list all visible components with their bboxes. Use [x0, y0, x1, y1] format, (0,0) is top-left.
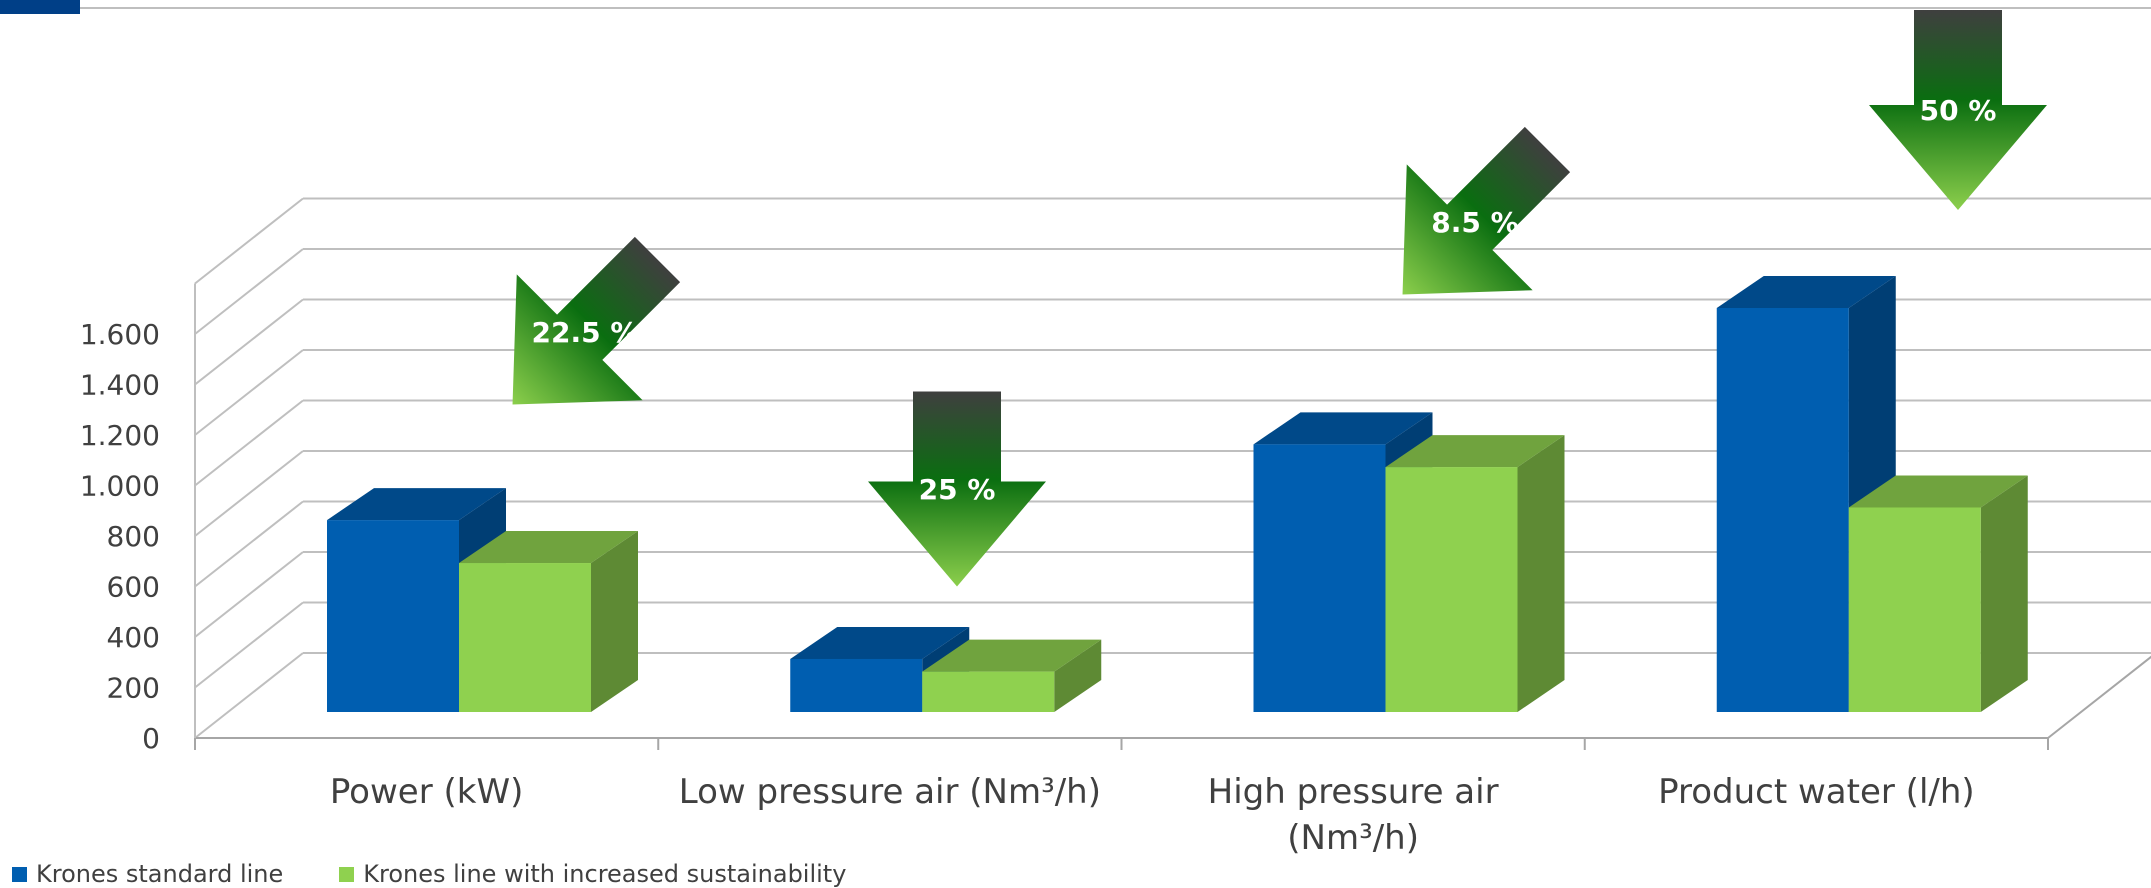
x-category-label: High pressure air [1208, 772, 1499, 812]
axis-layer [194, 283, 2151, 750]
bar [1253, 444, 1386, 712]
y-tick-label: 1.200 [80, 419, 160, 452]
side-gridline [194, 298, 304, 386]
top-rule [80, 7, 2151, 9]
bar [1716, 308, 1849, 712]
reduction-arrow [1402, 126, 1571, 295]
legend-swatch-blue [12, 866, 27, 882]
side-gridline [194, 248, 304, 335]
bar [922, 671, 1055, 712]
x-category-label: Power (kW) [330, 772, 523, 812]
reduction-label: 22.5 % [532, 316, 639, 349]
legend-item-sustainable: Krones line with increased sustainabilit… [339, 860, 846, 888]
x-category-label: (Nm³/h) [1287, 818, 1419, 858]
bar-side [1980, 475, 2028, 712]
side-gridline [194, 500, 304, 588]
x-category-label: Product water (l/h) [1658, 772, 1975, 812]
reduction-label: 25 % [919, 473, 996, 506]
y-tick-label: 600 [107, 571, 160, 604]
reduction-arrow [1869, 10, 2047, 210]
bar-top [1385, 435, 1565, 468]
reduction-arrow-shape [1402, 126, 1571, 295]
bar-side [1054, 639, 1102, 712]
side-gridline [194, 652, 304, 739]
y-tick-label: 800 [107, 520, 160, 553]
reduction-arrow-shape [868, 391, 1046, 587]
bar [327, 520, 459, 712]
side-gridline [194, 399, 304, 487]
reduction-arrow-shape [1869, 10, 2047, 210]
reduction-arrow [868, 391, 1046, 587]
bar-top [1848, 475, 2028, 508]
y-tick-label: 1.000 [80, 470, 160, 503]
y-tick-label: 400 [107, 621, 160, 654]
legend-label-standard: Krones standard line [36, 860, 284, 888]
reduction-label: 50 % [1920, 94, 1997, 127]
bars-layer [327, 276, 2028, 712]
side-gridline [194, 551, 304, 638]
arrows-layer: 22.5 % 25 % 8.5 % 50 % [512, 10, 2047, 587]
reduction-arrow-shape [512, 236, 681, 405]
side-gridline [194, 349, 304, 436]
corner-accent-bar [0, 0, 80, 14]
bar-side [591, 531, 638, 712]
side-gridline [194, 450, 304, 537]
reduction-label: 8.5 % [1431, 206, 1518, 239]
labels-layer: 0 200 400 600 800 1.000 1.200 1.400 1.600 Power (… [80, 318, 1975, 858]
reduction-arrow [512, 236, 681, 405]
bar-top [1716, 276, 1896, 308]
y-tick-label: 200 [107, 672, 160, 705]
x-category-label: Low pressure air (Nm³/h) [679, 772, 1101, 812]
legend-swatch-green [339, 866, 355, 882]
bar [790, 658, 923, 712]
y-tick-label: 0 [142, 722, 160, 755]
floor-edge [2047, 655, 2151, 739]
bar [1848, 507, 1981, 712]
bar [459, 563, 591, 712]
side-gridline [194, 197, 304, 285]
bar-top [327, 488, 506, 521]
legend-item-standard: Krones standard line [12, 860, 283, 888]
bar-top [1253, 412, 1433, 445]
bar-top [459, 531, 638, 564]
y-tick-label: 1.400 [80, 369, 160, 402]
y-tick-label: 1.600 [80, 318, 160, 351]
side-gridline [194, 601, 304, 689]
legend-label-sustainable: Krones line with increased sustainabilit… [363, 860, 847, 888]
bar-top [922, 639, 1102, 672]
legend: Krones standard line Krones line with in… [12, 860, 846, 888]
bar [1385, 467, 1518, 712]
bar-top [790, 626, 970, 659]
bar-side [1517, 435, 1565, 712]
